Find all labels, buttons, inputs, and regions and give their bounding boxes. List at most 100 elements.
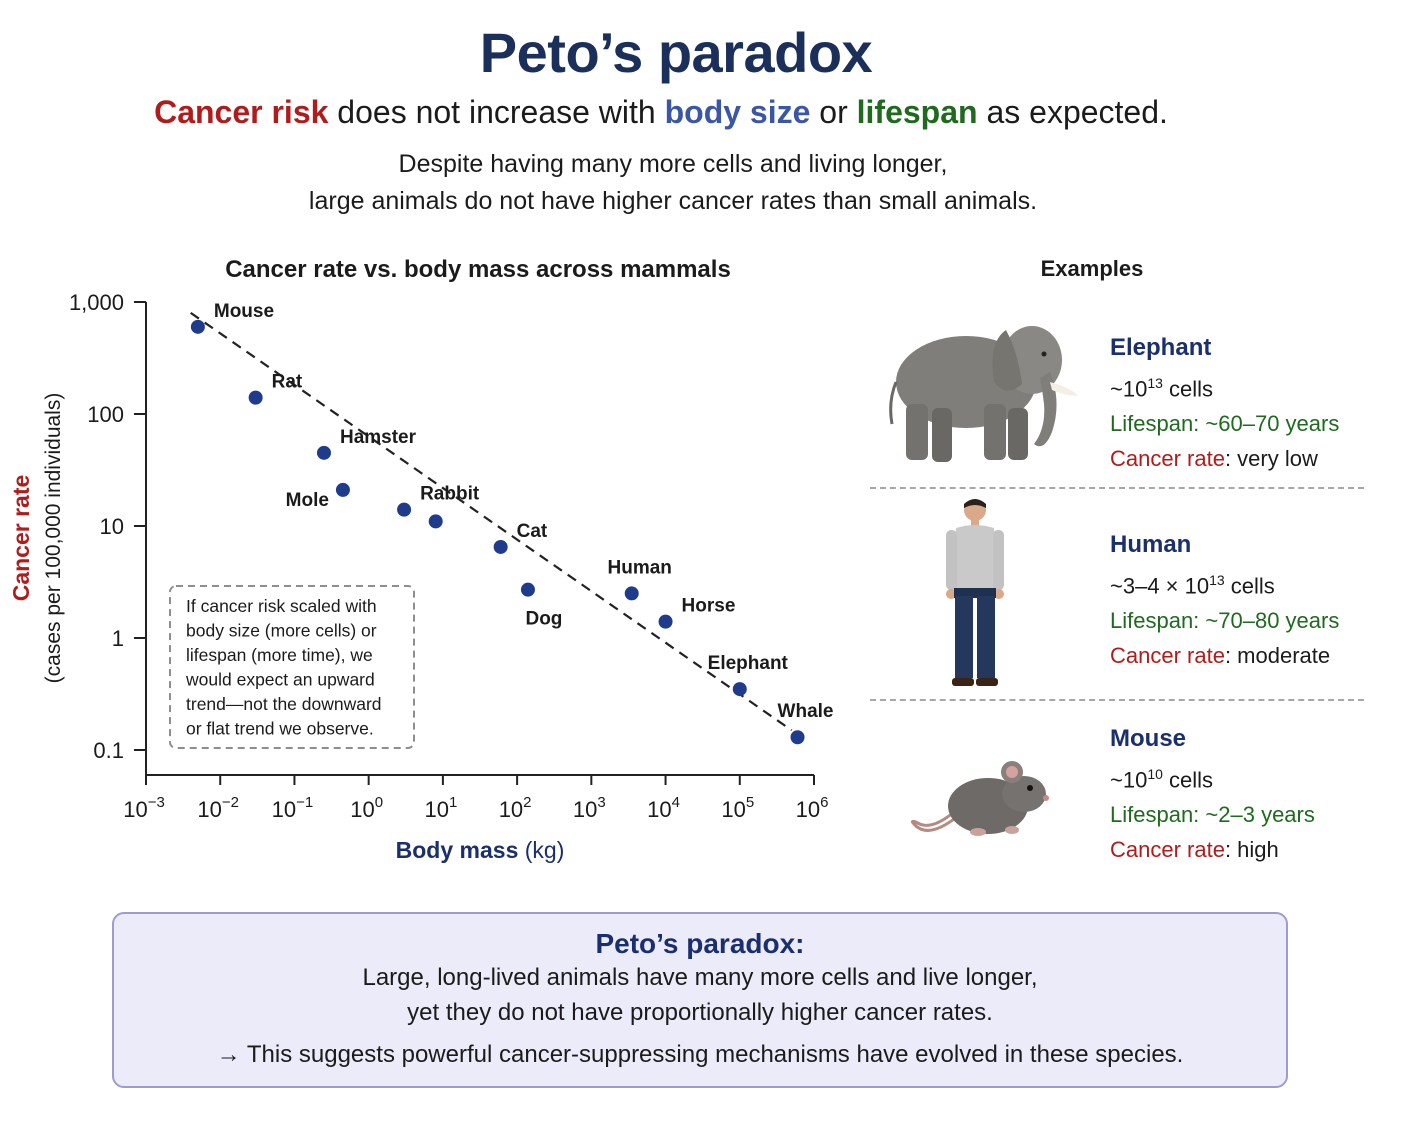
x-tick-base: 10 [796,797,820,822]
point-labels: Mouse Rat Hamster Mole Rabbit Cat Dog Human Hors… [214,301,834,722]
point-label: Whale [778,701,834,722]
subtitle-part: body size [664,94,811,130]
x-axis-label-main: Body mass [396,837,519,863]
cells-suffix: cells [1162,376,1214,402]
data-point [316,445,331,460]
point-label: Horse [682,596,736,617]
examples-heading: Examples [1040,256,1144,281]
example-cells: ~1010 cells [1110,757,1390,797]
example-lifespan: Lifespan: ~60–70 years [1110,411,1340,437]
x-tick-base: 10 [647,797,671,822]
annotation-line: If cancer risk scaled with [186,596,377,616]
data-point [732,682,747,697]
cells-prefix: ~3–4 × 10 [1110,573,1210,599]
x-tick-exponent: −1 [296,794,313,811]
data-point [190,319,205,334]
chart-title: Cancer rate vs. body mass across mammals [225,256,731,283]
x-tick-label: 10−1 [272,794,314,822]
cancer-rate-value: : moderate [1224,643,1331,669]
human-icon [946,499,1004,686]
point-label: Mouse [214,301,274,322]
y-tick-label: 10 [100,514,124,539]
cells-suffix: cells [1162,767,1214,793]
x-tick-label: 100 [350,794,383,822]
x-tick-label: 101 [424,794,457,822]
trend-line [190,311,793,732]
summary-line: Large, long-lived animals have many more… [362,964,1038,991]
subtitle-part: or [810,94,857,130]
x-tick-base: 10 [424,797,448,822]
x-tick-exponent: 5 [746,794,754,811]
annotation-line: lifespan (more time), we [186,645,373,665]
data-point [624,586,639,601]
x-tick-base: 10 [721,797,745,822]
x-tick-base: 10 [123,797,147,822]
example-name: Human [1110,531,1192,558]
cells-exponent: 10 [1147,766,1163,782]
x-tick-exponent: 0 [375,794,383,811]
data-point [428,514,443,529]
description-line: Despite having many more cells and livin… [398,150,948,178]
trend-line-group [190,311,793,732]
x-tick-label: 105 [721,794,754,822]
x-axis-label: Body mass (kg) [396,837,565,863]
summary-line: yet they do not have proportionally high… [407,999,993,1026]
page-subtitle: Cancer risk does not increase with body … [0,94,1322,131]
point-label: Cat [517,521,548,542]
page-description: Despite having many more cells and livin… [0,146,1346,220]
subtitle-part: Cancer risk [154,94,329,130]
annotation-line: body size (more cells) or [186,621,377,641]
annotation-line: would expect an upward [185,670,375,690]
point-label: Human [608,557,672,578]
data-point [790,730,805,745]
x-tick-exponent: 6 [820,794,828,811]
page-title: Peto’s paradox [479,21,873,84]
summary-box: Peto’s paradox: Large, long-lived animal… [112,912,1288,1088]
x-tick-label: 106 [796,794,829,822]
x-tick-label: 102 [499,794,532,822]
x-tick-base: 10 [197,797,221,822]
example-cells: ~1013 cells [1110,366,1390,406]
cells-prefix: ~10 [1110,376,1148,402]
x-tick-exponent: 4 [672,794,680,811]
point-label: Hamster [340,427,417,448]
example-cancer-rate: Cancer rate: high [1110,832,1390,867]
data-points [190,319,805,745]
y-axis-sublabel: (cases per 100,000 individuals) [42,393,65,684]
data-point [658,614,673,629]
y-tick-label: 1,000 [69,290,124,315]
subtitle-part: lifespan [856,94,978,130]
cells-suffix: cells [1224,573,1275,599]
y-tick-label: 100 [87,402,124,427]
data-point [248,390,263,405]
description-line: large animals do not have higher cancer … [308,187,1038,215]
data-point [335,482,350,497]
point-label: Dog [525,609,562,630]
annotation-box [169,585,415,749]
summary-title: Peto’s paradox: [595,928,805,959]
x-tick-exponent: 1 [449,794,457,811]
point-label: Mole [286,490,329,511]
elephant-icon [889,326,1078,462]
examples-divider [870,487,1364,489]
data-point [493,539,508,554]
point-label: Rabbit [420,484,480,505]
subtitle-part: does not increase with [328,94,665,130]
cancer-rate-chart: Cancer rate vs. body mass across mammals… [8,256,834,863]
example-name: Mouse [1110,725,1187,752]
x-tick-base: 10 [350,797,374,822]
annotation-line: trend—not the downward [186,694,382,714]
subtitle-part: as expected. [977,94,1168,130]
mouse-icon [910,761,1049,836]
x-tick-exponent: 2 [523,794,531,811]
annotation-line: or flat trend we observe. [186,719,374,739]
cancer-rate-label: Cancer rate [1110,643,1225,669]
point-label: Elephant [708,653,789,674]
summary-conclusion: → This suggests powerful cancer-suppress… [114,1036,1286,1074]
data-point [397,502,412,517]
cancer-rate-value: : very low [1224,446,1318,472]
point-label: Rat [272,372,303,393]
x-tick-exponent: −3 [148,794,165,811]
x-tick-base: 10 [573,797,597,822]
